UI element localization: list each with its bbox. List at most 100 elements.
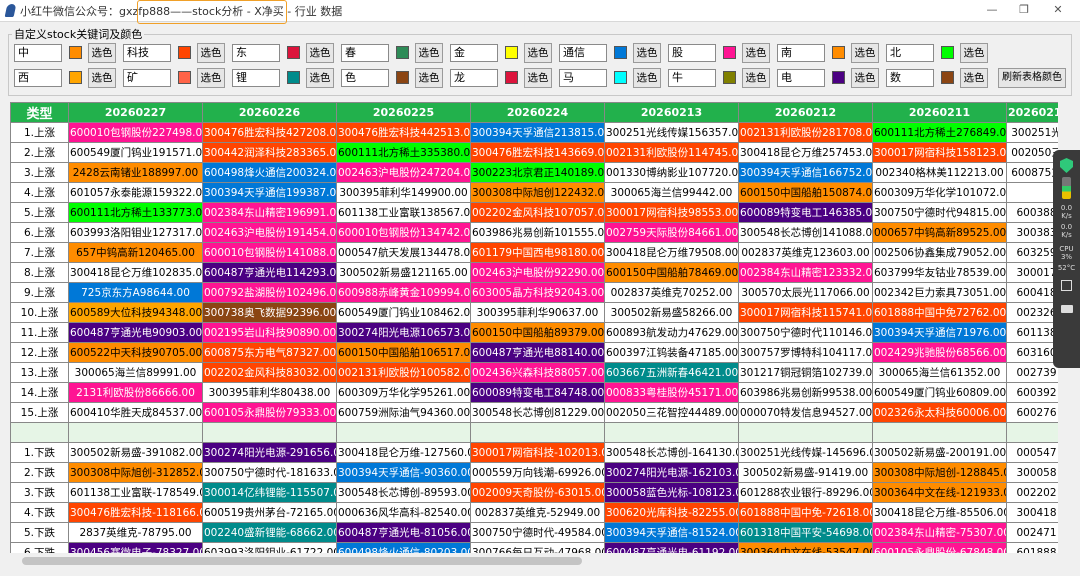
stock-cell[interactable]: 000547 <box>1006 442 1058 463</box>
stock-cell[interactable]: 300395菲利华80438.00 <box>202 382 337 403</box>
table-row[interactable]: 3.下跌 601138工业富联-178549.00 300014亿纬锂能-11550… <box>10 482 1058 503</box>
stock-cell[interactable]: 002195岩山科技90890.00 <box>202 322 337 343</box>
stock-cell[interactable]: 600522中天科技90705.00 <box>68 342 203 363</box>
stock-cell[interactable]: 002202 <box>1006 482 1058 503</box>
stock-cell[interactable]: 300456赛微电子-78327.00 <box>68 542 203 553</box>
choose-color-button[interactable]: 选色 <box>633 68 661 88</box>
stock-cell[interactable]: 300548长芯博创81229.00 <box>470 402 605 423</box>
stock-cell[interactable]: 002384东山精密-75307.00 <box>872 522 1007 543</box>
stock-cell[interactable]: 601179中国西电98180.00 <box>470 242 605 263</box>
stock-cell[interactable]: 600519贵州茅台-72165.00 <box>202 502 337 523</box>
table-row[interactable]: 1.下跌 300502新易盛-391082.00 300274阳光电源-291656… <box>10 442 1058 463</box>
stock-cell[interactable]: 300548长芯博创-164130.00 <box>604 442 739 463</box>
column-header-date[interactable]: 20260210 <box>1006 102 1058 123</box>
choose-color-button[interactable]: 选色 <box>851 43 879 63</box>
table-row[interactable]: 12.上涨 600522中天科技90705.00 600875东方电气87327.0… <box>10 342 1058 363</box>
horizontal-scrollbar[interactable] <box>10 553 1058 569</box>
stock-cell[interactable]: 300502新易盛-200191.00 <box>872 442 1007 463</box>
close-button[interactable]: ✕ <box>1053 3 1063 16</box>
stock-cell[interactable]: 002463沪电股份191454.00 <box>202 222 337 243</box>
stock-cell[interactable]: 600410华胜天成84537.00 <box>68 402 203 423</box>
stock-cell[interactable]: 300476胜宏科技143669.00 <box>470 142 605 163</box>
stock-cell[interactable]: 300750宁德时代-181633.00 <box>202 462 337 483</box>
stock-cell[interactable]: 600487亨通光电-81056.00 <box>336 522 471 543</box>
stock-cell[interactable]: 300502新易盛121165.00 <box>336 262 471 283</box>
stock-cell[interactable]: 300017网宿科技115741.00 <box>738 302 873 323</box>
choose-color-button[interactable]: 选色 <box>742 43 770 63</box>
keyword-input[interactable]: 马 <box>559 69 607 87</box>
table-row[interactable]: 6.下跌 300456赛微电子-78327.00 603993洛阳钼业-61722.… <box>10 542 1058 553</box>
stock-cell[interactable]: 002384东山精密196991.00 <box>202 202 337 223</box>
keyword-input[interactable]: 锂 <box>232 69 280 87</box>
stock-cell[interactable]: 601888中国中免-72618.00 <box>738 502 873 523</box>
stock-cell[interactable]: 600089特变电工84748.00 <box>470 382 605 403</box>
keyword-input[interactable]: 电 <box>777 69 825 87</box>
stock-cell[interactable]: 300766每日互动-47968.00 <box>470 542 605 553</box>
table-row[interactable]: 7.上涨 657中钨高新120465.00 600010包钢股份141088.00 0… <box>10 242 1058 263</box>
table-row[interactable]: 13.上涨 300065海兰信89991.00 002202金风科技83032.00… <box>10 362 1058 383</box>
keyword-input[interactable]: 北 <box>886 44 934 62</box>
stock-cell[interactable]: 301217铜冠铜箔102739.00 <box>738 362 873 383</box>
keyword-input[interactable]: 南 <box>777 44 825 62</box>
stock-cell[interactable]: 300395菲利华149900.00 <box>336 182 471 203</box>
stock-cell[interactable]: 002342巨力索具73051.00 <box>872 282 1007 303</box>
stock-cell[interactable]: 300418昆仑万维102835.00 <box>68 262 203 283</box>
table-row[interactable]: 9.上涨 725京东方A98644.00 000792盐湖股份102496.00 60… <box>10 282 1058 303</box>
stock-cell[interactable]: 600010包钢股份141088.00 <box>202 242 337 263</box>
stock-cell[interactable]: 300251光线传媒-145696.00 <box>738 442 873 463</box>
stock-cell[interactable]: 603667五洲新春46421.00 <box>604 362 739 383</box>
stock-cell[interactable]: 300548长芯博创141088.00 <box>738 222 873 243</box>
table-row[interactable]: 6.上涨 603993洛阳钼业127317.00 002463沪电股份191454.… <box>10 222 1058 243</box>
stock-cell[interactable]: 002837英维克70252.00 <box>604 282 739 303</box>
stock-cell[interactable]: 300620光库科技-82255.00 <box>604 502 739 523</box>
choose-color-button[interactable]: 选色 <box>415 43 443 63</box>
stock-cell[interactable]: 000792盐湖股份102496.00 <box>202 282 337 303</box>
choose-color-button[interactable]: 选色 <box>306 68 334 88</box>
stock-cell[interactable]: 300418昆仑万维-127560.00 <box>336 442 471 463</box>
table-row[interactable]: 3.上涨 2428云南锗业188997.00 600498烽火通信200324.00… <box>10 162 1058 183</box>
table-row[interactable]: 2.下跌 300308中际旭创-312852.00 300750宁德时代-18163… <box>10 462 1058 483</box>
keyword-input[interactable]: 色 <box>341 69 389 87</box>
stock-cell[interactable]: 600089特变电工146385.00 <box>738 202 873 223</box>
stock-cell[interactable]: 300502新易盛58266.00 <box>604 302 739 323</box>
stock-cell[interactable]: 300364中文在线-121933.00 <box>872 482 1007 503</box>
column-header-date[interactable]: 20260211 <box>872 102 1007 123</box>
stock-cell[interactable]: 002471 <box>1006 522 1058 543</box>
stock-cell[interactable]: 300476胜宏科技442513.00 <box>336 122 471 143</box>
table-row[interactable]: 5.下跌 2837英维克-78795.00 002240盛新锂能-68662.00 6… <box>10 522 1058 543</box>
column-header-date[interactable]: 20260212 <box>738 102 873 123</box>
stock-cell[interactable]: 600309万华化学95261.00 <box>336 382 471 403</box>
stock-cell[interactable] <box>1006 182 1058 203</box>
table-row[interactable]: 5.上涨 600111北方稀土133773.00 002384东山精密196991.… <box>10 202 1058 223</box>
stock-cell[interactable]: 002463沪电股份247204.00 <box>336 162 471 183</box>
stock-cell[interactable]: 603160 <box>1006 342 1058 363</box>
stock-cell[interactable]: 600150中国船舶89379.00 <box>470 322 605 343</box>
table-row[interactable]: 14.上涨 2131利欧股份86666.00 300395菲利华80438.00 60… <box>10 382 1058 403</box>
stock-cell[interactable]: 600105永鼎股份-67848.00 <box>872 542 1007 553</box>
stock-cell[interactable]: 600498烽火通信-80203.00 <box>336 542 471 553</box>
choose-color-button[interactable]: 选色 <box>524 43 552 63</box>
stock-cell[interactable]: 300065海兰信89991.00 <box>68 362 203 383</box>
stock-cell[interactable]: 300274阳光电源106573.00 <box>336 322 471 343</box>
stock-cell[interactable]: 300394天孚通信-90360.00 <box>336 462 471 483</box>
stock-cell[interactable]: 300308中际旭创-312852.00 <box>68 462 203 483</box>
stock-cell[interactable]: 601138工业富联138567.00 <box>336 202 471 223</box>
screenshot-icon[interactable] <box>1061 280 1072 291</box>
stock-cell[interactable]: 002759天际股份84661.00 <box>604 222 739 243</box>
keyword-input[interactable]: 科技 <box>123 44 171 62</box>
stock-cell[interactable]: 600487亨通光电-61192.00 <box>604 542 739 553</box>
stock-cell[interactable]: 002202金风科技83032.00 <box>202 362 337 383</box>
stock-cell[interactable]: 600388 <box>1006 202 1058 223</box>
minimize-button[interactable]: — <box>986 3 998 16</box>
stock-cell[interactable]: 300394天孚通信166752.00 <box>738 162 873 183</box>
stock-cell[interactable]: 300364中文在线-53547.00 <box>738 542 873 553</box>
stock-cell[interactable]: 600397江钨装备47185.00 <box>604 342 739 363</box>
choose-color-button[interactable]: 选色 <box>415 68 443 88</box>
keyword-input[interactable]: 通信 <box>559 44 607 62</box>
stock-cell[interactable]: 601888 <box>1006 542 1058 553</box>
stock-cell[interactable]: 300394天孚通信71976.00 <box>872 322 1007 343</box>
stock-cell[interactable]: 000657中钨高新89525.00 <box>872 222 1007 243</box>
stock-cell[interactable]: 600276 <box>1006 402 1058 423</box>
stock-cell[interactable]: 603259 <box>1006 242 1058 263</box>
stock-cell[interactable]: 300251光线传媒156357.00 <box>604 122 739 143</box>
